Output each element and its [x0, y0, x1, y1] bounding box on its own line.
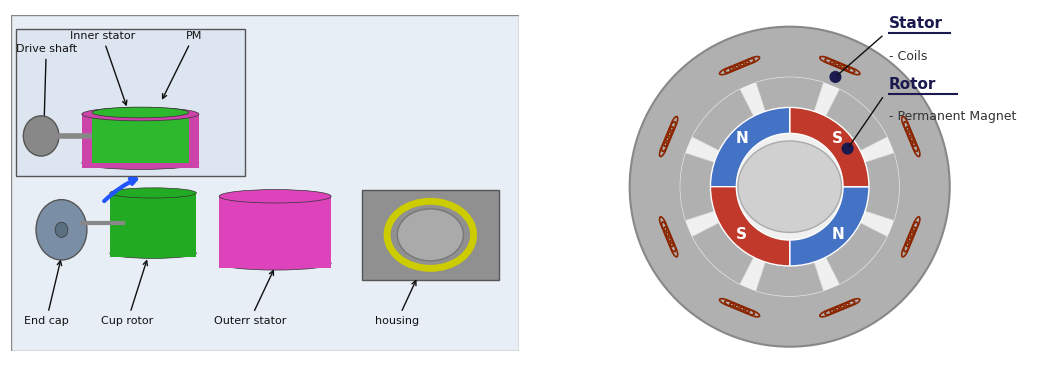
Circle shape [630, 27, 950, 347]
FancyBboxPatch shape [110, 193, 196, 257]
FancyBboxPatch shape [361, 190, 499, 280]
Wedge shape [756, 248, 824, 296]
FancyBboxPatch shape [16, 29, 245, 176]
Text: End cap: End cap [23, 261, 69, 326]
Text: Cup rotor: Cup rotor [102, 261, 154, 326]
FancyBboxPatch shape [82, 114, 199, 168]
Ellipse shape [110, 188, 196, 198]
Text: PM: PM [162, 31, 202, 99]
Wedge shape [790, 107, 869, 187]
Ellipse shape [36, 200, 87, 260]
Text: - Coils: - Coils [888, 50, 928, 62]
Text: Drive shaft: Drive shaft [16, 44, 76, 133]
Ellipse shape [110, 248, 196, 258]
Ellipse shape [738, 141, 842, 232]
Wedge shape [692, 216, 761, 285]
Ellipse shape [82, 107, 199, 121]
Text: housing: housing [375, 281, 420, 326]
Ellipse shape [219, 257, 331, 270]
Wedge shape [850, 153, 900, 221]
Wedge shape [679, 153, 729, 221]
Ellipse shape [92, 154, 189, 165]
Text: N: N [736, 131, 748, 146]
Ellipse shape [92, 107, 189, 118]
Ellipse shape [23, 116, 59, 156]
Wedge shape [756, 77, 824, 126]
Wedge shape [710, 187, 790, 266]
Text: - Permanent Magnet: - Permanent Magnet [888, 110, 1017, 123]
Ellipse shape [219, 190, 331, 203]
Circle shape [843, 143, 853, 154]
Ellipse shape [82, 156, 199, 170]
Ellipse shape [398, 209, 463, 261]
Text: Stator: Stator [888, 16, 942, 31]
FancyBboxPatch shape [11, 15, 519, 351]
Text: Rotor: Rotor [888, 77, 936, 92]
Wedge shape [692, 89, 761, 158]
Wedge shape [710, 107, 790, 187]
Text: Inner stator: Inner stator [70, 31, 135, 105]
Wedge shape [790, 187, 869, 266]
Circle shape [679, 77, 900, 296]
Wedge shape [818, 216, 887, 285]
Text: S: S [832, 131, 843, 146]
Wedge shape [818, 89, 887, 158]
FancyBboxPatch shape [219, 196, 331, 268]
FancyBboxPatch shape [92, 112, 189, 163]
Circle shape [830, 72, 841, 82]
Ellipse shape [55, 222, 68, 237]
Text: S: S [737, 227, 747, 242]
Text: N: N [831, 227, 844, 242]
Text: Outerr stator: Outerr stator [213, 271, 286, 326]
